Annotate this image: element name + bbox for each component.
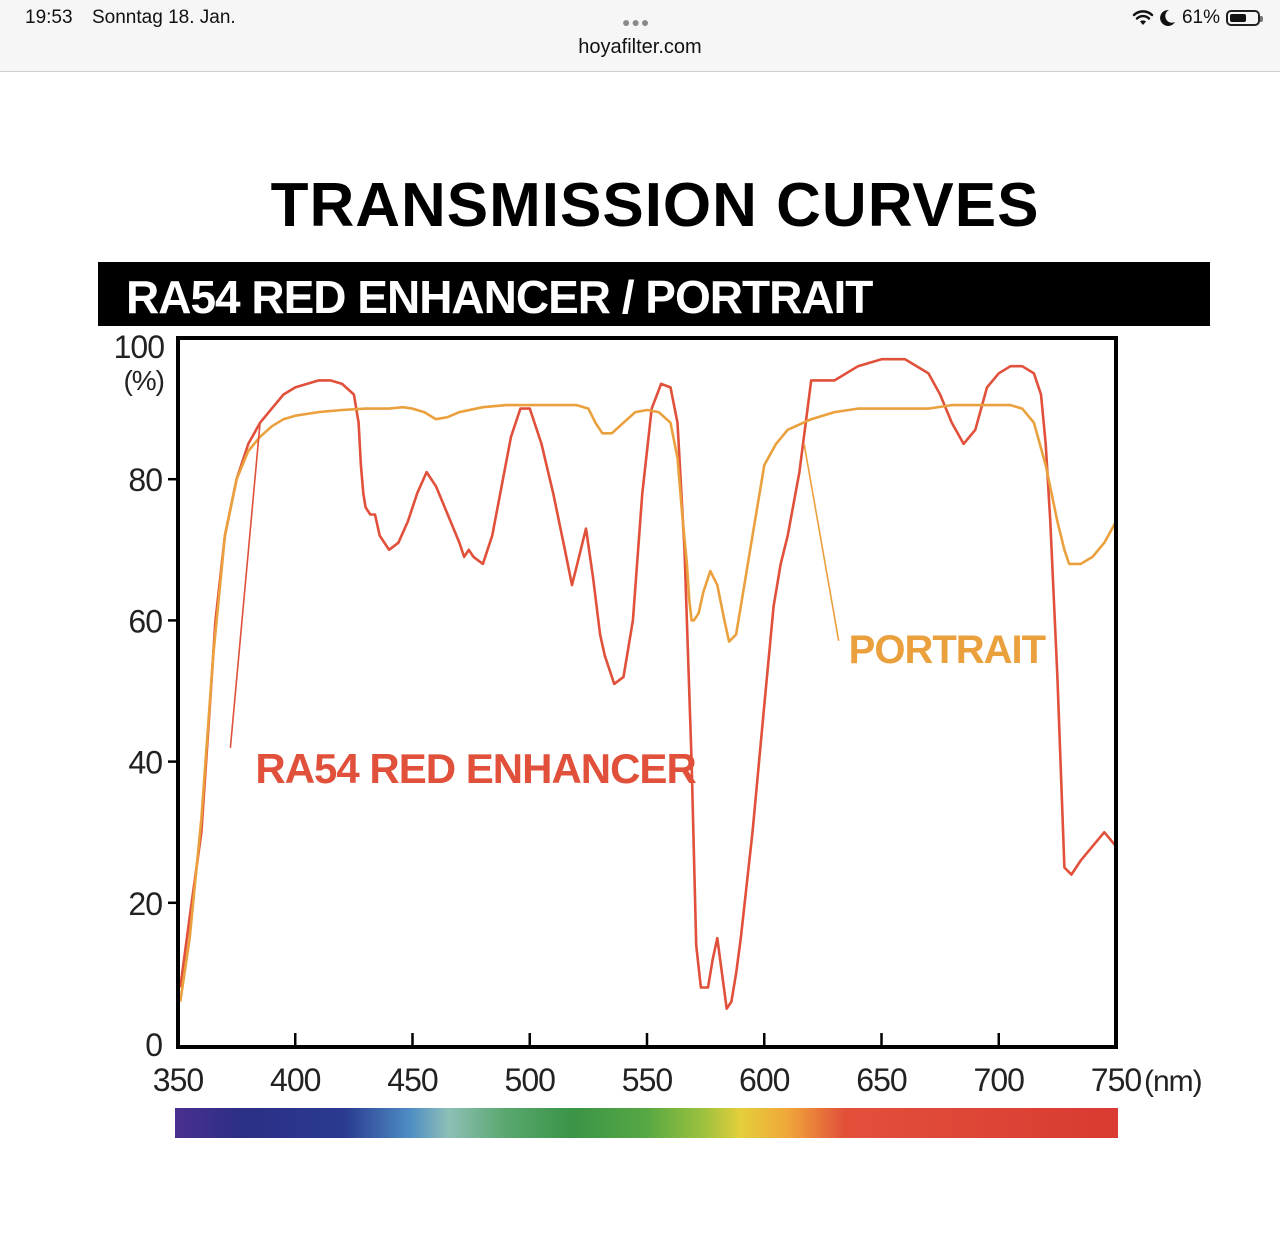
x-tick-label-650: 650 <box>856 1062 907 1098</box>
spectrum-bar <box>175 1108 1118 1138</box>
status-bar: 19:53 Sonntag 18. Jan. ●●● hoyafilter.co… <box>0 0 1280 72</box>
y-tick-label-40: 40 <box>128 745 162 781</box>
x-tick-label-700: 700 <box>974 1062 1025 1098</box>
wifi-icon <box>1132 10 1154 25</box>
url-bar[interactable]: hoyafilter.com <box>578 36 702 58</box>
status-time: 19:53 <box>25 7 73 28</box>
series-line-ra54-red-enhancer <box>179 357 1118 1010</box>
y-axis-top-label: 100 <box>114 329 165 365</box>
y-tick-label-60: 60 <box>128 603 162 639</box>
y-axis-unit-label: (%) <box>123 365 164 396</box>
page-title: TRANSMISSION CURVES <box>270 171 1040 240</box>
x-axis-unit-label: (nm) <box>1144 1065 1202 1098</box>
y-tick-label-0: 0 <box>145 1027 162 1063</box>
x-tick-label-550: 550 <box>622 1062 673 1098</box>
series-leader-line-ra54-red-enhancer <box>229 422 261 748</box>
chart-plot-group: RA54 RED ENHANCER PORTRAIT 0 20 40 60 80 100(%)… <box>114 329 1203 1138</box>
x-tick-label-400: 400 <box>270 1062 321 1098</box>
y-tick-label-20: 20 <box>128 886 162 922</box>
battery-percent: 61% <box>1181 7 1220 28</box>
y-tick-label-80: 80 <box>128 462 162 498</box>
moon-icon <box>1160 9 1175 26</box>
chart-title: RA54 RED ENHANCER / PORTRAIT <box>126 271 873 323</box>
battery-icon <box>1226 10 1263 26</box>
series-line-portrait <box>179 403 1118 1002</box>
more-options-icon[interactable]: ●●● <box>622 14 651 30</box>
battery-tip <box>1260 16 1263 22</box>
x-tick-label-350: 350 <box>153 1062 204 1098</box>
status-date: Sonntag 18. Jan. <box>92 7 236 28</box>
x-tick-label-450: 450 <box>387 1062 438 1098</box>
chart-title-banner: RA54 RED ENHANCER / PORTRAIT <box>98 262 1210 326</box>
series-label-ra54-red-enhancer: RA54 RED ENHANCER <box>255 745 696 792</box>
battery-fill <box>1230 14 1246 22</box>
series-label-portrait: PORTRAIT <box>849 628 1046 672</box>
x-tick-label-600: 600 <box>739 1062 790 1098</box>
status-indicators: 61% <box>1132 5 1263 31</box>
x-tick-label-750: 750 <box>1091 1062 1142 1098</box>
x-tick-label-500: 500 <box>505 1062 556 1098</box>
series-leader-line-portrait <box>803 443 840 641</box>
